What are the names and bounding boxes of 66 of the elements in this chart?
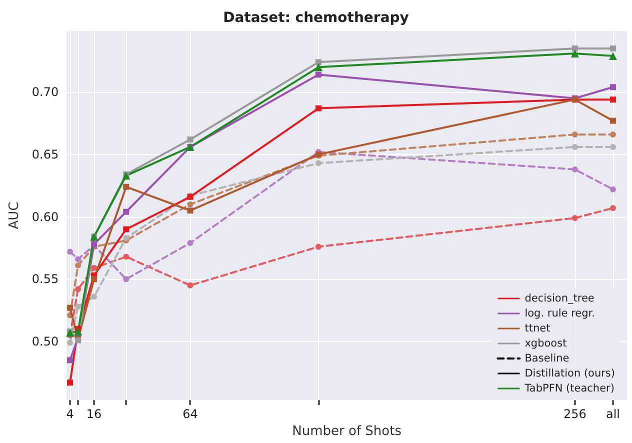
point: [123, 226, 130, 232]
chart-title: Dataset: chemotherapy: [223, 10, 409, 26]
point: [572, 215, 578, 222]
legend-label: Baseline: [524, 352, 570, 364]
x-tick-label: 64: [182, 407, 198, 422]
y-tick-label: 0.65: [32, 147, 59, 162]
legend-label: xgboost: [524, 338, 567, 350]
point: [315, 160, 322, 166]
point: [67, 380, 74, 386]
legend-label: Distillation (ours): [524, 368, 616, 380]
legend-label: TabPFN (teacher): [524, 382, 614, 394]
point: [75, 256, 82, 262]
point: [608, 52, 617, 60]
point: [572, 45, 578, 52]
point: [123, 254, 130, 260]
point: [91, 276, 98, 282]
point: [610, 132, 616, 138]
point: [315, 59, 322, 66]
point: [572, 132, 578, 138]
point: [123, 208, 130, 215]
x-tick-label: 256: [563, 407, 586, 422]
point: [91, 294, 98, 300]
point: [75, 262, 82, 268]
point: [610, 144, 616, 150]
y-tick-label: 0.60: [32, 210, 59, 224]
point: [570, 49, 579, 58]
point: [74, 328, 82, 336]
point: [572, 166, 578, 172]
legend-label: decision_tree: [524, 292, 594, 304]
x-axis-title: Number of Shots: [292, 424, 402, 439]
point: [91, 264, 98, 271]
point: [123, 184, 130, 190]
point: [187, 136, 194, 142]
point: [123, 234, 130, 241]
point: [67, 357, 74, 364]
point: [610, 96, 616, 103]
x-tick-label: all: [606, 407, 620, 422]
point: [187, 282, 194, 288]
point: [122, 172, 130, 180]
legend-label: log. rule regr.: [524, 308, 595, 320]
point: [187, 240, 194, 246]
y-tick-label: 0.50: [32, 334, 59, 348]
legend-label: ttnet: [524, 322, 550, 334]
point: [75, 286, 82, 292]
point: [610, 45, 616, 52]
point: [315, 105, 322, 112]
point: [314, 63, 322, 72]
point: [610, 186, 616, 192]
point: [67, 248, 74, 255]
point: [315, 244, 322, 250]
point: [187, 208, 194, 214]
point: [610, 84, 616, 90]
y-tick-label: 0.70: [32, 85, 59, 100]
point: [123, 276, 130, 282]
x-tick-label: 4: [66, 407, 74, 422]
point: [75, 304, 82, 310]
point: [187, 201, 194, 208]
point: [610, 205, 616, 212]
y-tick-label: 0.55: [32, 272, 59, 286]
point: [610, 118, 616, 124]
point: [315, 72, 322, 78]
x-tick-label: 16: [86, 407, 102, 422]
point: [67, 304, 74, 311]
point: [572, 144, 578, 150]
y-axis-title: AUC: [7, 202, 22, 230]
point: [67, 340, 74, 346]
